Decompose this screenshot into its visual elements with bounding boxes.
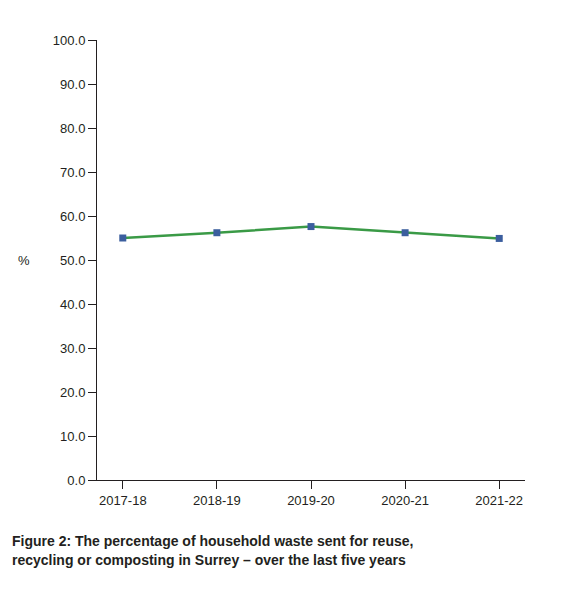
svg-text:90.0: 90.0 — [60, 77, 85, 92]
html-text:Figure 2: The percentage of ho: Figure 2: The percentage of household wa… — [12, 533, 414, 568]
svg-text:50.0: 50.0 — [60, 253, 85, 268]
svg-text:60.0: 60.0 — [60, 209, 85, 224]
svg-text:%: % — [18, 253, 30, 268]
svg-text:10.0: 10.0 — [60, 429, 85, 444]
svg-text:2017-18: 2017-18 — [99, 493, 147, 508]
svg-text:2018-19: 2018-19 — [193, 493, 241, 508]
svg-text:100.0: 100.0 — [53, 33, 86, 48]
svg-text:2019-20: 2019-20 — [287, 493, 335, 508]
svg-text:70.0: 70.0 — [60, 165, 85, 180]
svg-text:20.0: 20.0 — [60, 385, 85, 400]
svg-text:30.0: 30.0 — [60, 341, 85, 356]
svg-text:40.0: 40.0 — [60, 297, 85, 312]
svg-text:80.0: 80.0 — [60, 121, 85, 136]
svg-text:2021-22: 2021-22 — [475, 493, 523, 508]
svg-text:0.0: 0.0 — [67, 473, 85, 488]
svg-text:2020-21: 2020-21 — [381, 493, 429, 508]
